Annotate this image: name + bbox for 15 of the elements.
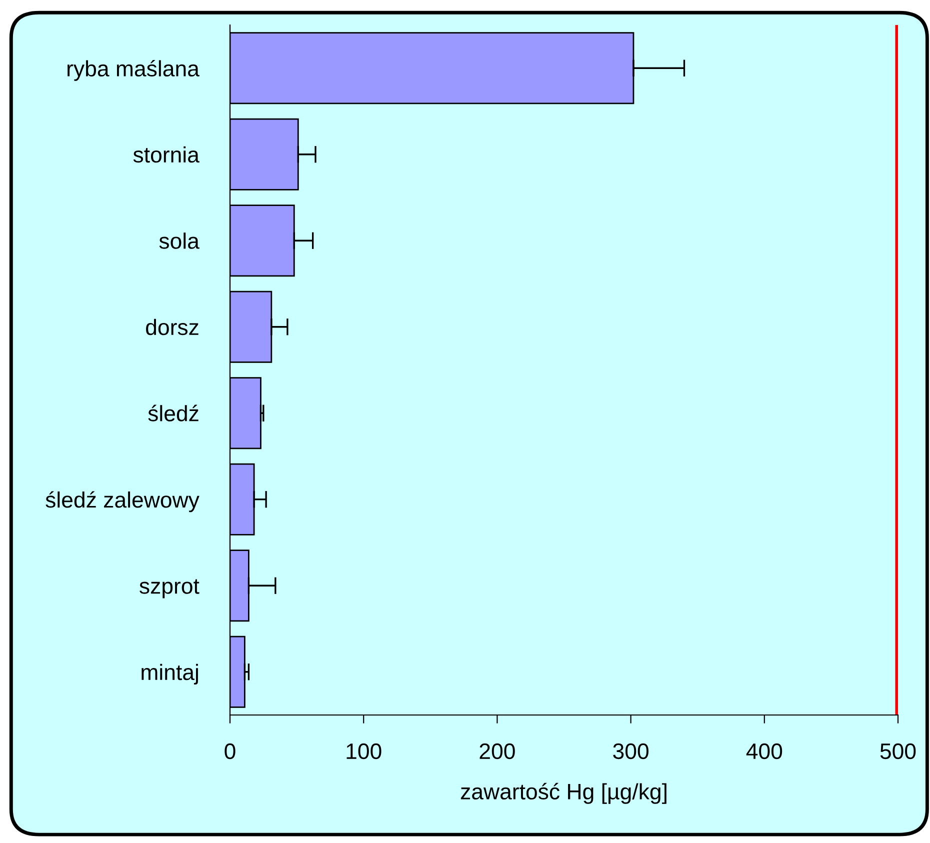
x-tick-label: 0 (224, 743, 236, 760)
x-axis-title: zawartość Hg [µg/kg] (460, 782, 666, 804)
x-tick-label: 500 (880, 743, 916, 760)
y-tick-label: szprot (140, 579, 200, 598)
y-tick-label: dorsz (146, 318, 198, 336)
y-tick-label: mintaj (142, 664, 198, 685)
y-tick-label: śledź (148, 404, 198, 422)
y-tick-label: stornia (133, 146, 200, 163)
y-tick-label: sola (159, 232, 200, 249)
y-tick-label: ryba maślana (68, 60, 200, 81)
x-tick-label: 400 (746, 743, 782, 760)
x-tick-label: 300 (613, 743, 648, 760)
x-tick-label: 200 (480, 743, 515, 760)
x-tick-label: 100 (346, 743, 382, 760)
y-tick-label: śledź zalewowy (46, 491, 200, 512)
